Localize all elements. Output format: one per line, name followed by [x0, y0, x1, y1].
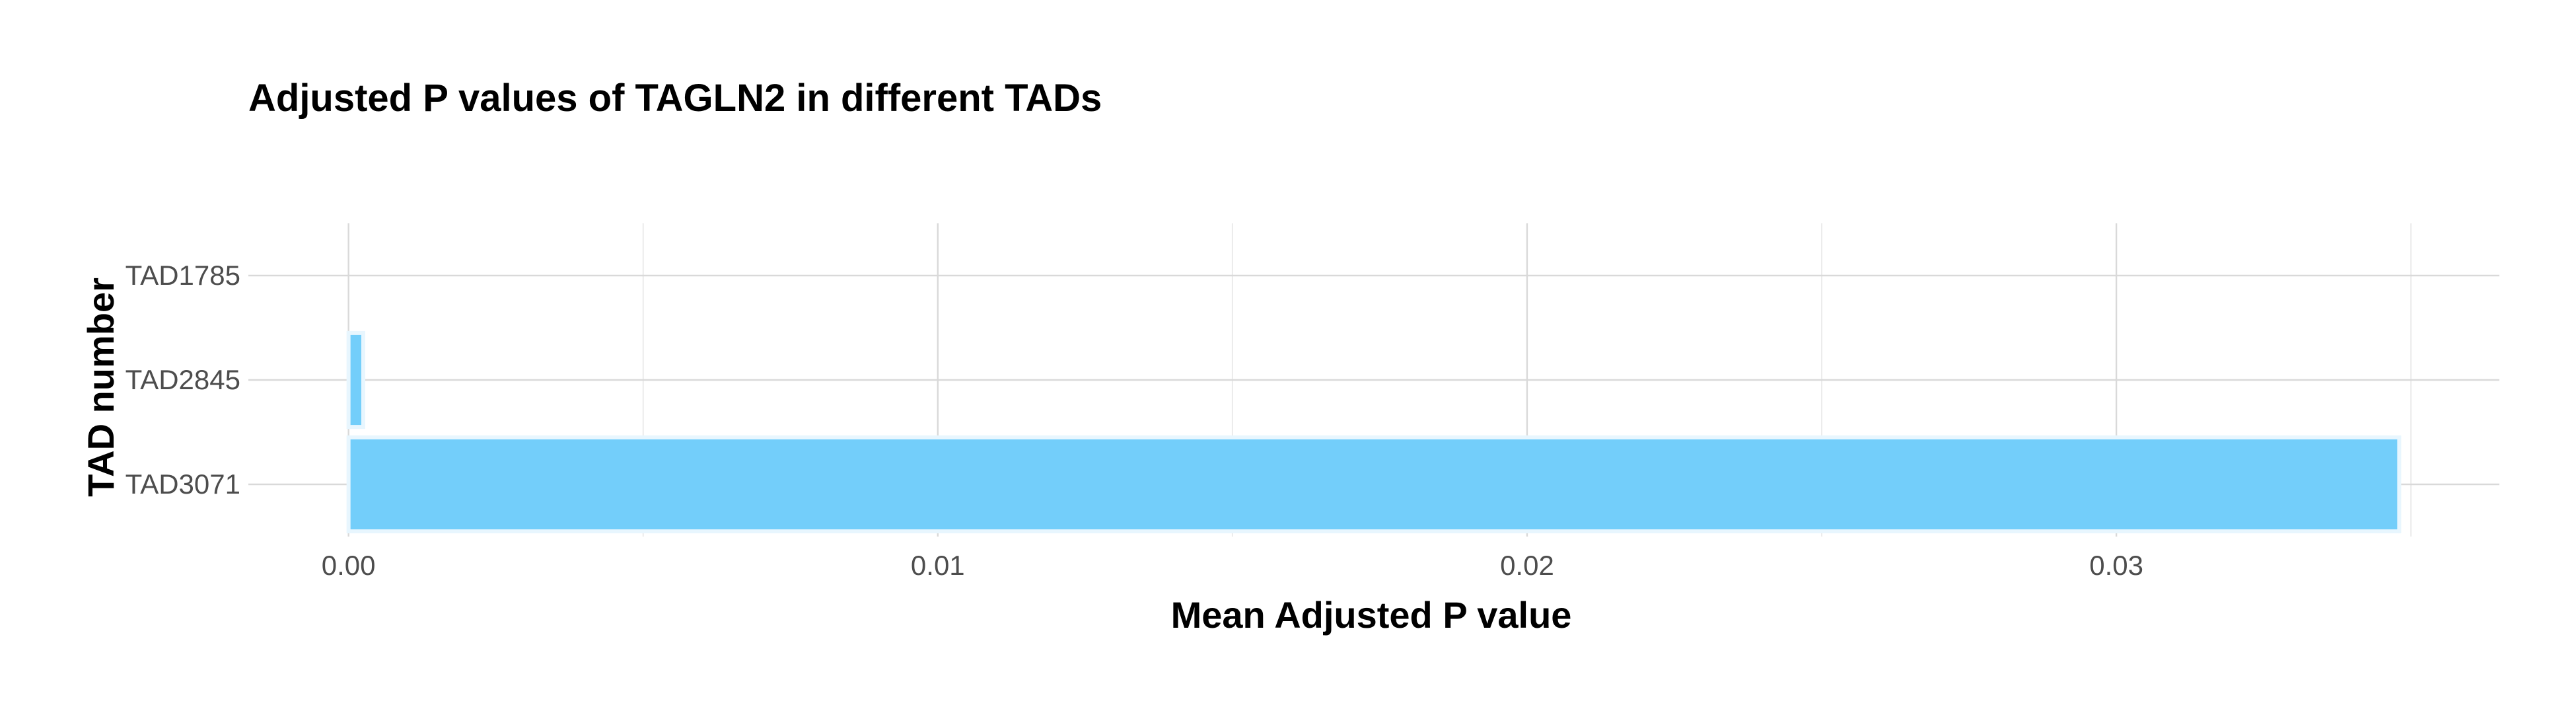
chart-title: Adjusted P values of TAGLN2 in different… [248, 77, 1102, 120]
y-axis-title: TAD number [80, 278, 122, 497]
bar-layer [346, 330, 2402, 534]
tick-layer: TAD1785 TAD2845 TAD3071 0.00 0.01 0.02 0.03 [125, 260, 2143, 581]
x-tick-label-0: 0.00 [322, 550, 376, 581]
x-axis-title: Mean Adjusted P value [1171, 594, 1572, 636]
bar-tad3071 [346, 435, 2402, 534]
y-tick-label-tad2845: TAD2845 [125, 364, 240, 395]
y-tick-label-tad1785: TAD1785 [125, 260, 240, 291]
x-tick-label-3: 0.03 [2089, 550, 2143, 581]
y-tick-label-tad3071: TAD3071 [125, 469, 240, 500]
bar-tad2845 [346, 330, 365, 430]
x-tick-label-1: 0.01 [911, 550, 965, 581]
x-tick-label-2: 0.02 [1500, 550, 1554, 581]
